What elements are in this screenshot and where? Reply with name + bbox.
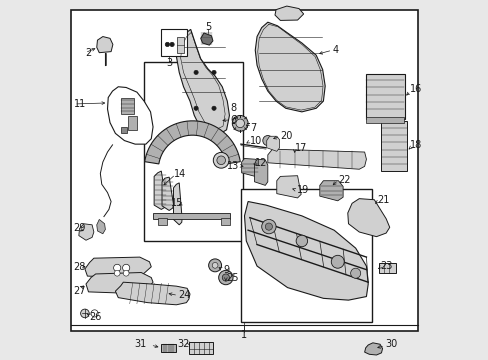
Text: 25: 25 — [225, 273, 238, 283]
Text: 7: 7 — [249, 123, 256, 133]
Circle shape — [262, 135, 272, 145]
Polygon shape — [176, 30, 229, 134]
Text: 17: 17 — [294, 143, 306, 153]
Polygon shape — [364, 343, 382, 355]
Text: 11: 11 — [74, 99, 86, 109]
Polygon shape — [154, 171, 166, 210]
Polygon shape — [201, 33, 212, 45]
Text: 2: 2 — [85, 48, 91, 58]
Circle shape — [217, 156, 225, 165]
Text: 18: 18 — [408, 140, 421, 150]
Text: 15: 15 — [171, 198, 183, 208]
Text: 1: 1 — [241, 330, 247, 340]
Circle shape — [81, 309, 89, 318]
Circle shape — [194, 106, 198, 111]
Polygon shape — [276, 176, 301, 198]
Polygon shape — [347, 199, 389, 237]
Circle shape — [213, 152, 228, 168]
Text: 24: 24 — [178, 291, 190, 301]
Text: 30: 30 — [384, 339, 397, 349]
Circle shape — [194, 70, 198, 75]
Circle shape — [211, 70, 216, 75]
Polygon shape — [319, 181, 343, 201]
Polygon shape — [173, 183, 182, 225]
Text: 31: 31 — [134, 339, 147, 349]
Polygon shape — [115, 282, 190, 305]
Text: 13: 13 — [226, 161, 238, 171]
Polygon shape — [244, 202, 367, 300]
Bar — [128, 116, 137, 130]
Bar — [144, 62, 242, 241]
Bar — [153, 213, 230, 220]
Polygon shape — [107, 87, 153, 144]
Circle shape — [122, 264, 129, 271]
Text: 12: 12 — [254, 158, 266, 168]
Text: 23: 23 — [379, 261, 392, 271]
Bar — [381, 121, 407, 171]
Polygon shape — [85, 257, 151, 278]
Text: 26: 26 — [89, 312, 102, 322]
Text: 9: 9 — [223, 265, 229, 275]
Bar — [121, 127, 127, 134]
Text: 28: 28 — [73, 262, 85, 272]
Circle shape — [91, 310, 98, 317]
Circle shape — [218, 270, 233, 285]
Polygon shape — [266, 136, 279, 151]
Text: 4: 4 — [332, 45, 338, 55]
Text: 21: 21 — [376, 195, 389, 205]
Text: 19: 19 — [296, 185, 308, 195]
Polygon shape — [274, 6, 303, 21]
Circle shape — [330, 255, 344, 268]
Circle shape — [113, 264, 121, 271]
Circle shape — [265, 223, 272, 230]
Polygon shape — [162, 177, 173, 211]
Circle shape — [232, 116, 247, 131]
Polygon shape — [241, 158, 258, 176]
Text: 20: 20 — [280, 131, 292, 141]
Polygon shape — [254, 159, 267, 185]
Polygon shape — [97, 37, 113, 53]
Text: 14: 14 — [174, 168, 186, 179]
Circle shape — [212, 262, 218, 268]
Text: 5: 5 — [204, 22, 211, 32]
Text: 6: 6 — [230, 115, 237, 125]
Text: 29: 29 — [73, 224, 85, 233]
Bar — [177, 37, 183, 53]
Bar — [366, 117, 403, 123]
Polygon shape — [255, 22, 325, 112]
Circle shape — [261, 220, 276, 234]
Bar — [158, 219, 167, 225]
Text: 16: 16 — [408, 84, 421, 94]
Bar — [161, 344, 175, 352]
Text: 22: 22 — [338, 175, 350, 185]
Bar — [365, 74, 405, 119]
Circle shape — [165, 42, 169, 46]
Circle shape — [169, 42, 174, 46]
Circle shape — [222, 274, 229, 281]
Bar — [161, 30, 187, 56]
Circle shape — [114, 270, 120, 276]
Polygon shape — [144, 121, 240, 164]
Bar — [378, 263, 395, 273]
Polygon shape — [86, 273, 153, 294]
Text: 3: 3 — [166, 58, 172, 68]
Circle shape — [350, 268, 360, 278]
Bar — [221, 219, 230, 225]
Bar — [188, 342, 213, 354]
Circle shape — [296, 235, 307, 247]
Circle shape — [211, 106, 216, 111]
Circle shape — [208, 259, 221, 272]
Text: 10: 10 — [249, 136, 262, 146]
Polygon shape — [267, 149, 366, 169]
Text: 32: 32 — [177, 339, 190, 349]
Circle shape — [235, 119, 244, 128]
Bar — [241, 189, 371, 321]
Bar — [70, 10, 418, 330]
Text: 8: 8 — [230, 103, 237, 113]
Circle shape — [123, 270, 129, 276]
Polygon shape — [97, 220, 105, 234]
Bar — [121, 98, 134, 114]
Polygon shape — [79, 224, 94, 240]
Text: 27: 27 — [73, 286, 85, 296]
